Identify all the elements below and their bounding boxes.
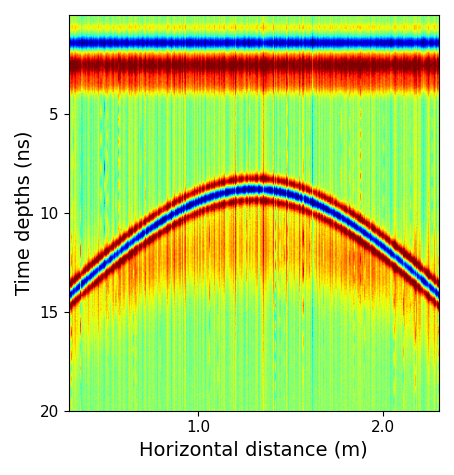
X-axis label: Horizontal distance (m): Horizontal distance (m) [139, 441, 368, 460]
Y-axis label: Time depths (ns): Time depths (ns) [15, 131, 34, 295]
